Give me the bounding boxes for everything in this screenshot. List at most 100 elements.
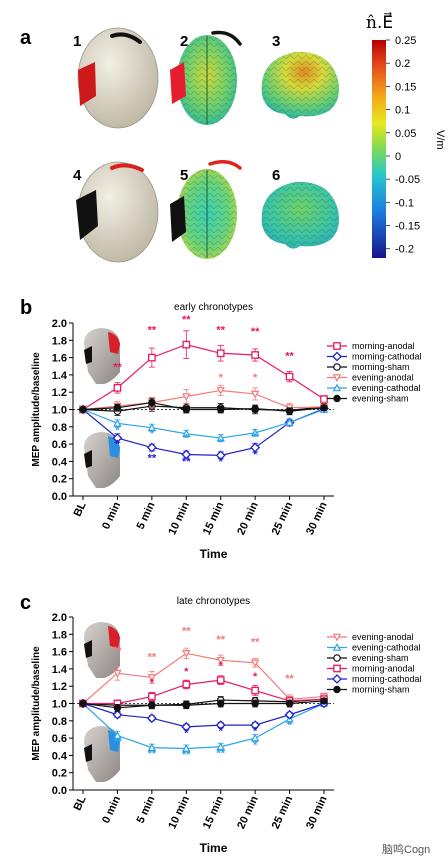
heads-top-row: 1 2 3 [73,27,339,129]
data-point-marker [216,433,225,442]
data-point-marker [181,449,192,460]
data-point-marker [112,709,123,720]
legend-label: evening-anodal [352,373,414,383]
y-axis-label: MEP amplitude/baseline [31,646,42,761]
data-point-marker [332,674,342,684]
y-tick-label: 2.0 [52,318,67,330]
y-tick-label: 0.4 [52,456,68,468]
significance-marker: ** [113,362,122,374]
legend-item-morning-sham: morning-sham [327,685,410,695]
series-line [82,702,325,728]
data-point-marker [147,674,157,683]
chart-title: early chronotypes [174,302,253,313]
significance-marker: * [184,727,189,739]
x-tick-label: 25 min [270,500,296,537]
colorbar-gradient [372,40,386,258]
data-point-marker [217,405,225,414]
panel-a: a 1 2 3 4 5 6 [20,12,446,263]
electrode-top-red-5 [208,160,242,170]
data-point-marker [113,418,122,427]
x-axis-label: Time [200,841,228,855]
x-tick-label: 0 min [100,500,123,531]
colorbar-title: n̂.E⃗ [366,12,393,33]
legend-label: evening-anodal [352,632,414,642]
legend-label: morning-sham [352,362,410,372]
y-tick-label: 0.4 [52,750,68,762]
data-point-marker [181,721,192,732]
panel-c-label: c [20,592,31,614]
data-point-marker [251,351,259,359]
data-point-marker [216,656,225,665]
data-point-marker [113,704,122,712]
electrode-left-red [78,62,96,106]
colorbar: n̂.E⃗ 0.25 0.2 0.15 0.1 0.05 0 -0.05 -0.1 -0.15 -… [366,12,446,258]
x-tick-label: BL [72,500,89,519]
y-tick-label: 0.2 [52,474,67,486]
data-point-marker [216,387,225,395]
series-line [82,408,325,439]
data-point-marker [285,418,294,426]
series-line [82,408,325,456]
significance-marker: ** [113,736,122,748]
colorbar-tick-label: -0.15 [395,221,420,233]
legend-label: morning-anodal [352,664,415,674]
data-point-marker [251,686,259,695]
y-tick-label: 1.6 [52,647,67,659]
significance-marker: * [219,726,224,738]
colorbar-tick-label: 0.25 [395,35,416,47]
significance-marker: * [184,433,189,445]
significance-marker: ** [148,324,157,336]
data-point-marker [250,659,260,668]
colorbar-ticks: 0.25 0.2 0.15 0.1 0.05 0 -0.05 -0.1 -0.15 -0.2 [386,35,420,256]
data-point-marker [146,442,157,453]
data-point-marker [182,405,190,414]
y-tick-label: 1.8 [52,629,67,641]
x-tick-label: 15 min [201,794,227,831]
data-point-marker [148,701,156,709]
brain-number-4: 4 [73,167,82,184]
legend-label: morning-cathodal [352,674,422,684]
data-point-marker [333,685,341,694]
data-point-marker [251,699,259,708]
data-point-marker [320,404,328,412]
significance-marker: * [253,739,258,751]
brain-number-6: 6 [272,167,280,184]
significance-marker: ** [251,326,260,338]
y-tick-label: 1.4 [52,370,68,382]
panel-b-label: b [20,297,32,319]
brain-number-2: 2 [180,33,188,50]
data-point-marker [285,372,294,381]
series-line [82,401,325,412]
significance-marker: * [150,428,155,440]
y-tick-label: 0.0 [52,491,67,503]
data-point-marker [333,664,341,673]
significance-marker: ** [182,625,191,637]
data-point-marker [332,633,342,642]
data-point-marker [79,699,87,708]
significance-marker: * [253,726,258,738]
data-point-marker [79,405,87,414]
y-tick-label: 0.8 [52,716,67,728]
brain-gyri-3 [261,51,339,119]
x-tick-label: 30 min [304,794,330,831]
y-tick-label: 0.8 [52,422,67,434]
y-tick-label: 0.6 [52,733,67,745]
colorbar-tick-label: -0.05 [395,174,420,186]
x-tick-label: 30 min [304,500,330,537]
significance-marker: ** [148,748,157,760]
legend-label: morning-sham [352,685,410,695]
data-point-marker [216,742,225,751]
panel-b-head-icon-anodal [84,328,120,384]
brain-number-1: 1 [73,33,81,50]
legend-label: evening-cathodal [352,383,421,393]
legend-item-evening-sham: evening-sham [327,394,409,404]
data-point-marker [332,351,342,362]
significance-marker: * [287,720,292,732]
data-point-marker [182,680,191,689]
series-morning-anodal [79,330,328,414]
legend-item-morning-cathodal: morning-cathodal [327,674,422,684]
data-point-marker [284,709,295,720]
brain-number-5: 5 [180,167,188,184]
chart-title: late chronotypes [177,596,250,607]
